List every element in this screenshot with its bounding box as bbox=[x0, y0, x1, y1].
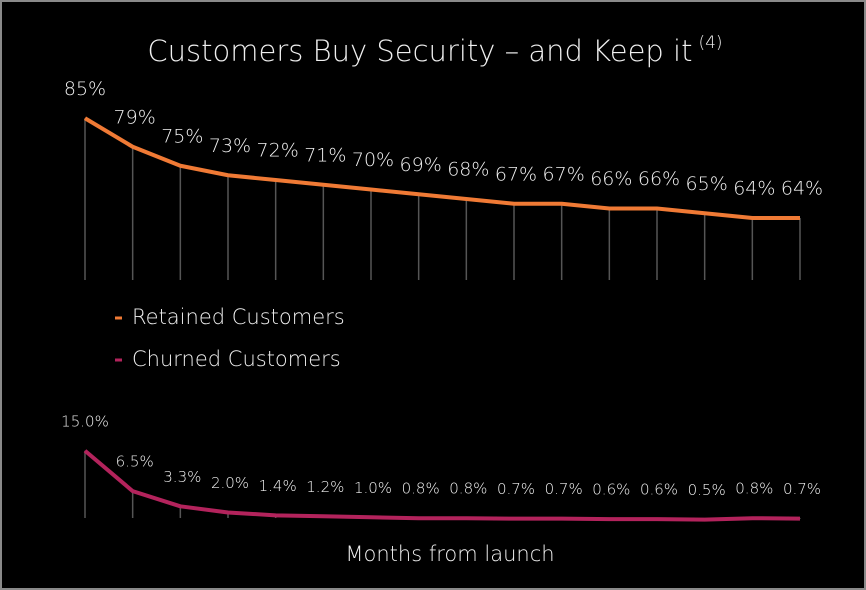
data-label: 2.0% bbox=[211, 474, 249, 492]
data-label: 0.5% bbox=[688, 481, 726, 499]
data-label: 73% bbox=[209, 135, 251, 157]
data-label: 0.8% bbox=[449, 480, 487, 498]
data-label: 68% bbox=[447, 159, 489, 181]
data-label: 3.3% bbox=[163, 468, 201, 486]
chart-title: Customers Buy Security – and Keep it (4) bbox=[147, 33, 722, 68]
data-label: 67% bbox=[543, 163, 585, 185]
data-label: 65% bbox=[686, 173, 728, 195]
line bbox=[83, 116, 800, 220]
title-text: Customers Buy Security – and Keep it bbox=[147, 34, 692, 68]
data-label: 15.0% bbox=[61, 412, 109, 430]
x-axis-label: Months from launch bbox=[345, 542, 554, 566]
legend-swatch bbox=[115, 316, 122, 320]
data-label: 1.4% bbox=[259, 477, 297, 495]
data-label: 64% bbox=[733, 178, 775, 200]
data-label: 1.0% bbox=[354, 479, 392, 497]
data-label: 0.8% bbox=[402, 480, 440, 498]
data-label: 75% bbox=[161, 125, 203, 147]
legend-label: Churned Customers bbox=[132, 347, 341, 371]
data-label: 6.5% bbox=[116, 453, 154, 471]
data-label: 72% bbox=[257, 140, 299, 162]
data-label: 69% bbox=[400, 154, 442, 176]
data-label: 70% bbox=[352, 149, 394, 171]
legend-label: Retained Customers bbox=[132, 305, 345, 329]
line bbox=[83, 449, 801, 522]
data-label: 66% bbox=[590, 168, 632, 190]
data-label: 71% bbox=[304, 144, 346, 166]
data-label: 85% bbox=[64, 78, 106, 100]
legend-swatch bbox=[115, 358, 122, 362]
data-label: 66% bbox=[638, 168, 680, 190]
data-label: 64% bbox=[781, 178, 823, 200]
data-label: 67% bbox=[495, 163, 537, 185]
data-label: 1.2% bbox=[306, 478, 344, 496]
data-label: 0.7% bbox=[497, 480, 535, 498]
data-label: 0.8% bbox=[735, 480, 773, 498]
data-label: 79% bbox=[114, 106, 156, 128]
data-label: 0.6% bbox=[640, 481, 678, 499]
data-label: 0.7% bbox=[783, 480, 821, 498]
title-superscript: (4) bbox=[698, 33, 722, 53]
data-label: 0.7% bbox=[545, 480, 583, 498]
data-label: 0.6% bbox=[592, 481, 630, 499]
